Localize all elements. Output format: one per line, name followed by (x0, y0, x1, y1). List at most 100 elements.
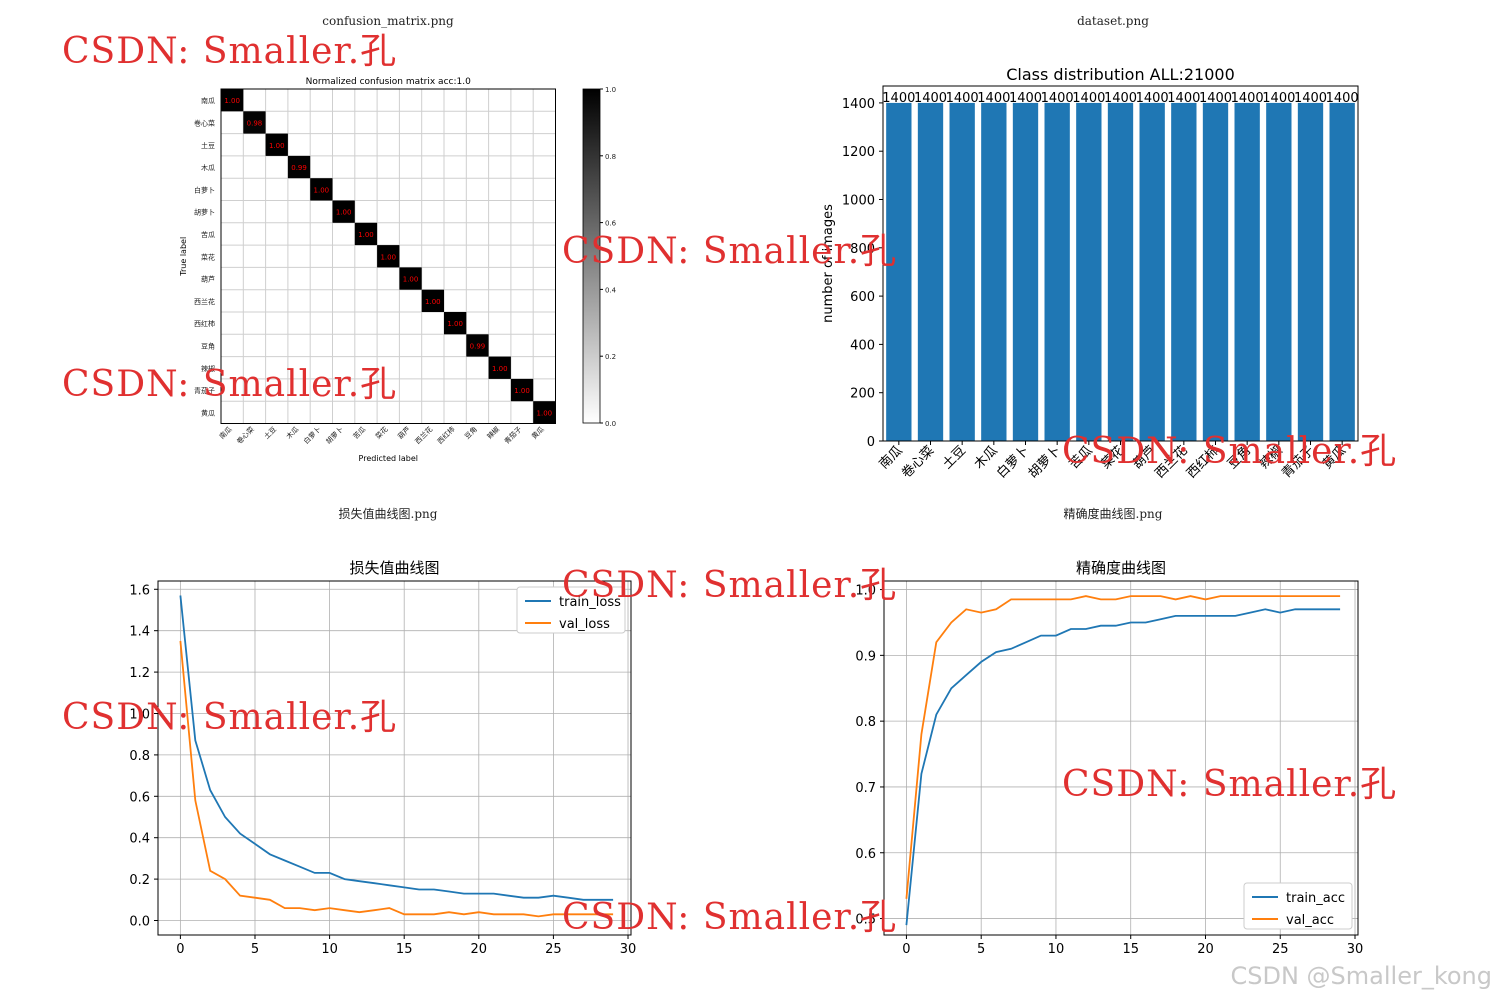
legend-label: train_acc (1286, 891, 1345, 906)
y-tick-label: 0.2 (129, 873, 150, 888)
x-axis-label: Predicted label (359, 454, 418, 463)
bar-value-label: 1400 (1167, 91, 1200, 106)
y-tick-label: 1.2 (129, 666, 150, 681)
y-tick-label: 1.4 (129, 625, 150, 640)
y-tick-label: 胡萝卜 (194, 208, 215, 217)
y-tick-label: 1400 (842, 97, 875, 112)
bar-value-label: 1400 (1041, 91, 1074, 106)
heatmap-cell (399, 267, 422, 290)
colorbar-tick-label: 1.0 (605, 86, 616, 94)
bar (1107, 102, 1134, 442)
y-tick-label: 1000 (842, 194, 875, 209)
heatmap-cell (332, 200, 355, 223)
y-tick-label: 0.7 (855, 781, 876, 796)
x-tick-label: 苦瓜 (351, 425, 367, 441)
x-tick-label: 10 (1048, 942, 1065, 957)
y-tick-label: 0.5 (855, 913, 876, 928)
y-tick-label: 西红柿 (194, 319, 215, 328)
acc-panel-title: 精确度曲线图.png (1064, 506, 1163, 521)
cell-value-label: 1.00 (537, 409, 553, 417)
bar-value-label: 1400 (1294, 91, 1327, 106)
heatmap-cell (310, 178, 333, 201)
y-tick-label: 400 (850, 338, 875, 353)
x-tick-label: 黄瓜 (530, 425, 546, 441)
cell-value-label: 1.00 (380, 253, 396, 261)
bar (1297, 102, 1324, 442)
x-tick-label: 胡萝卜 (324, 425, 345, 446)
y-tick-label: 0.8 (129, 749, 150, 764)
x-tick-label: 西红柿 (1183, 443, 1222, 482)
x-tick-label: 辣椒 (485, 425, 501, 441)
bar (1202, 102, 1229, 442)
x-tick-label: 豆角 (463, 425, 479, 441)
cell-value-label: 1.00 (514, 387, 530, 395)
y-tick-label: 豆角 (201, 341, 215, 350)
y-tick-label: 1200 (842, 145, 875, 160)
cell-value-label: 1.00 (425, 298, 441, 306)
bar (917, 102, 944, 442)
legend-box (516, 586, 626, 634)
legend-label: val_acc (1286, 913, 1334, 928)
y-tick-label: 200 (850, 387, 875, 402)
cell-value-label: 0.99 (470, 342, 486, 350)
heatmap-cell (221, 89, 244, 112)
x-tick-label: 西兰花 (1152, 443, 1191, 482)
y-tick-label: 0.9 (855, 649, 876, 664)
y-tick-label: 苦瓜 (201, 230, 215, 239)
x-tick-label: 木瓜 (284, 425, 300, 441)
x-tick-label: 卷心菜 (898, 443, 937, 482)
heatmap-cell (421, 289, 444, 312)
y-axis-label: number of images (821, 204, 836, 323)
loss-curve-chart: 损失值曲线图 0 5 10 15 20 25 30 0.0 0.2 0.4 0.6 0.8 1.0 1.2 1… (129, 559, 636, 957)
y-tick-label: 0.4 (129, 832, 150, 847)
bar-value-label: 1400 (946, 91, 979, 106)
heatmap-cell (444, 312, 467, 335)
series-line-train_acc (905, 608, 1341, 926)
bar-value-label: 1400 (1136, 91, 1169, 106)
bar-value-label: 1400 (1231, 91, 1264, 106)
x-tick-label: 15 (1122, 942, 1139, 957)
bar (1171, 102, 1197, 442)
y-tick-label: 800 (850, 242, 875, 257)
y-tick-label: 白萝卜 (194, 185, 215, 194)
y-tick-label: 0.0 (129, 915, 150, 930)
heatmap-cell (287, 155, 311, 179)
bar (1044, 102, 1070, 442)
x-tick-label: 30 (1347, 942, 1364, 957)
axes-frame (882, 85, 1359, 442)
bar-value-label: 1400 (1104, 91, 1137, 106)
y-tick-label: 0.6 (129, 790, 150, 805)
chart-title: 损失值曲线图 (349, 559, 439, 577)
bar-value-label: 1400 (1262, 91, 1295, 106)
x-tick-label: 白萝卜 (302, 425, 323, 446)
colorbar-tick-label: 0.0 (605, 420, 616, 428)
x-tick-label: 20 (1197, 942, 1214, 957)
bar-value-label: 1400 (882, 91, 915, 106)
bar (1329, 102, 1355, 442)
accuracy-curve-chart: 精确度曲线图 0 5 10 15 20 25 30 0.5 0.6 0.7 0.8 0.9 1.0 trai… (855, 559, 1363, 957)
x-tick-label: 20 (471, 942, 488, 957)
x-tick-label: 10 (321, 942, 338, 957)
y-tick-label: 辣椒 (201, 364, 215, 373)
cell-value-label: 1.00 (224, 97, 240, 105)
bar-value-label: 1400 (977, 91, 1010, 106)
y-tick-label: 菜花 (201, 252, 215, 261)
bar (1234, 102, 1260, 442)
y-tick-label: 南瓜 (201, 96, 215, 105)
x-tick-label: 菜花 (373, 425, 389, 441)
cell-value-label: 1.00 (336, 209, 352, 217)
heatmap-cell (354, 222, 378, 246)
x-tick-label: 25 (1272, 942, 1289, 957)
x-tick-label: 菜花 (1098, 443, 1128, 473)
legend-label: val_loss (559, 617, 610, 632)
x-tick-label: 白萝卜 (993, 443, 1032, 482)
colorbar-tick-label: 0.8 (605, 153, 616, 161)
loss-panel-title: 损失值曲线图.png (339, 506, 438, 521)
bar (949, 102, 975, 442)
heatmap-cell (466, 334, 489, 357)
cell-value-label: 1.00 (403, 276, 419, 284)
y-tick-label: 葫芦 (201, 275, 215, 284)
series-line-val_acc (905, 595, 1341, 899)
heatmap-cell (377, 245, 400, 268)
